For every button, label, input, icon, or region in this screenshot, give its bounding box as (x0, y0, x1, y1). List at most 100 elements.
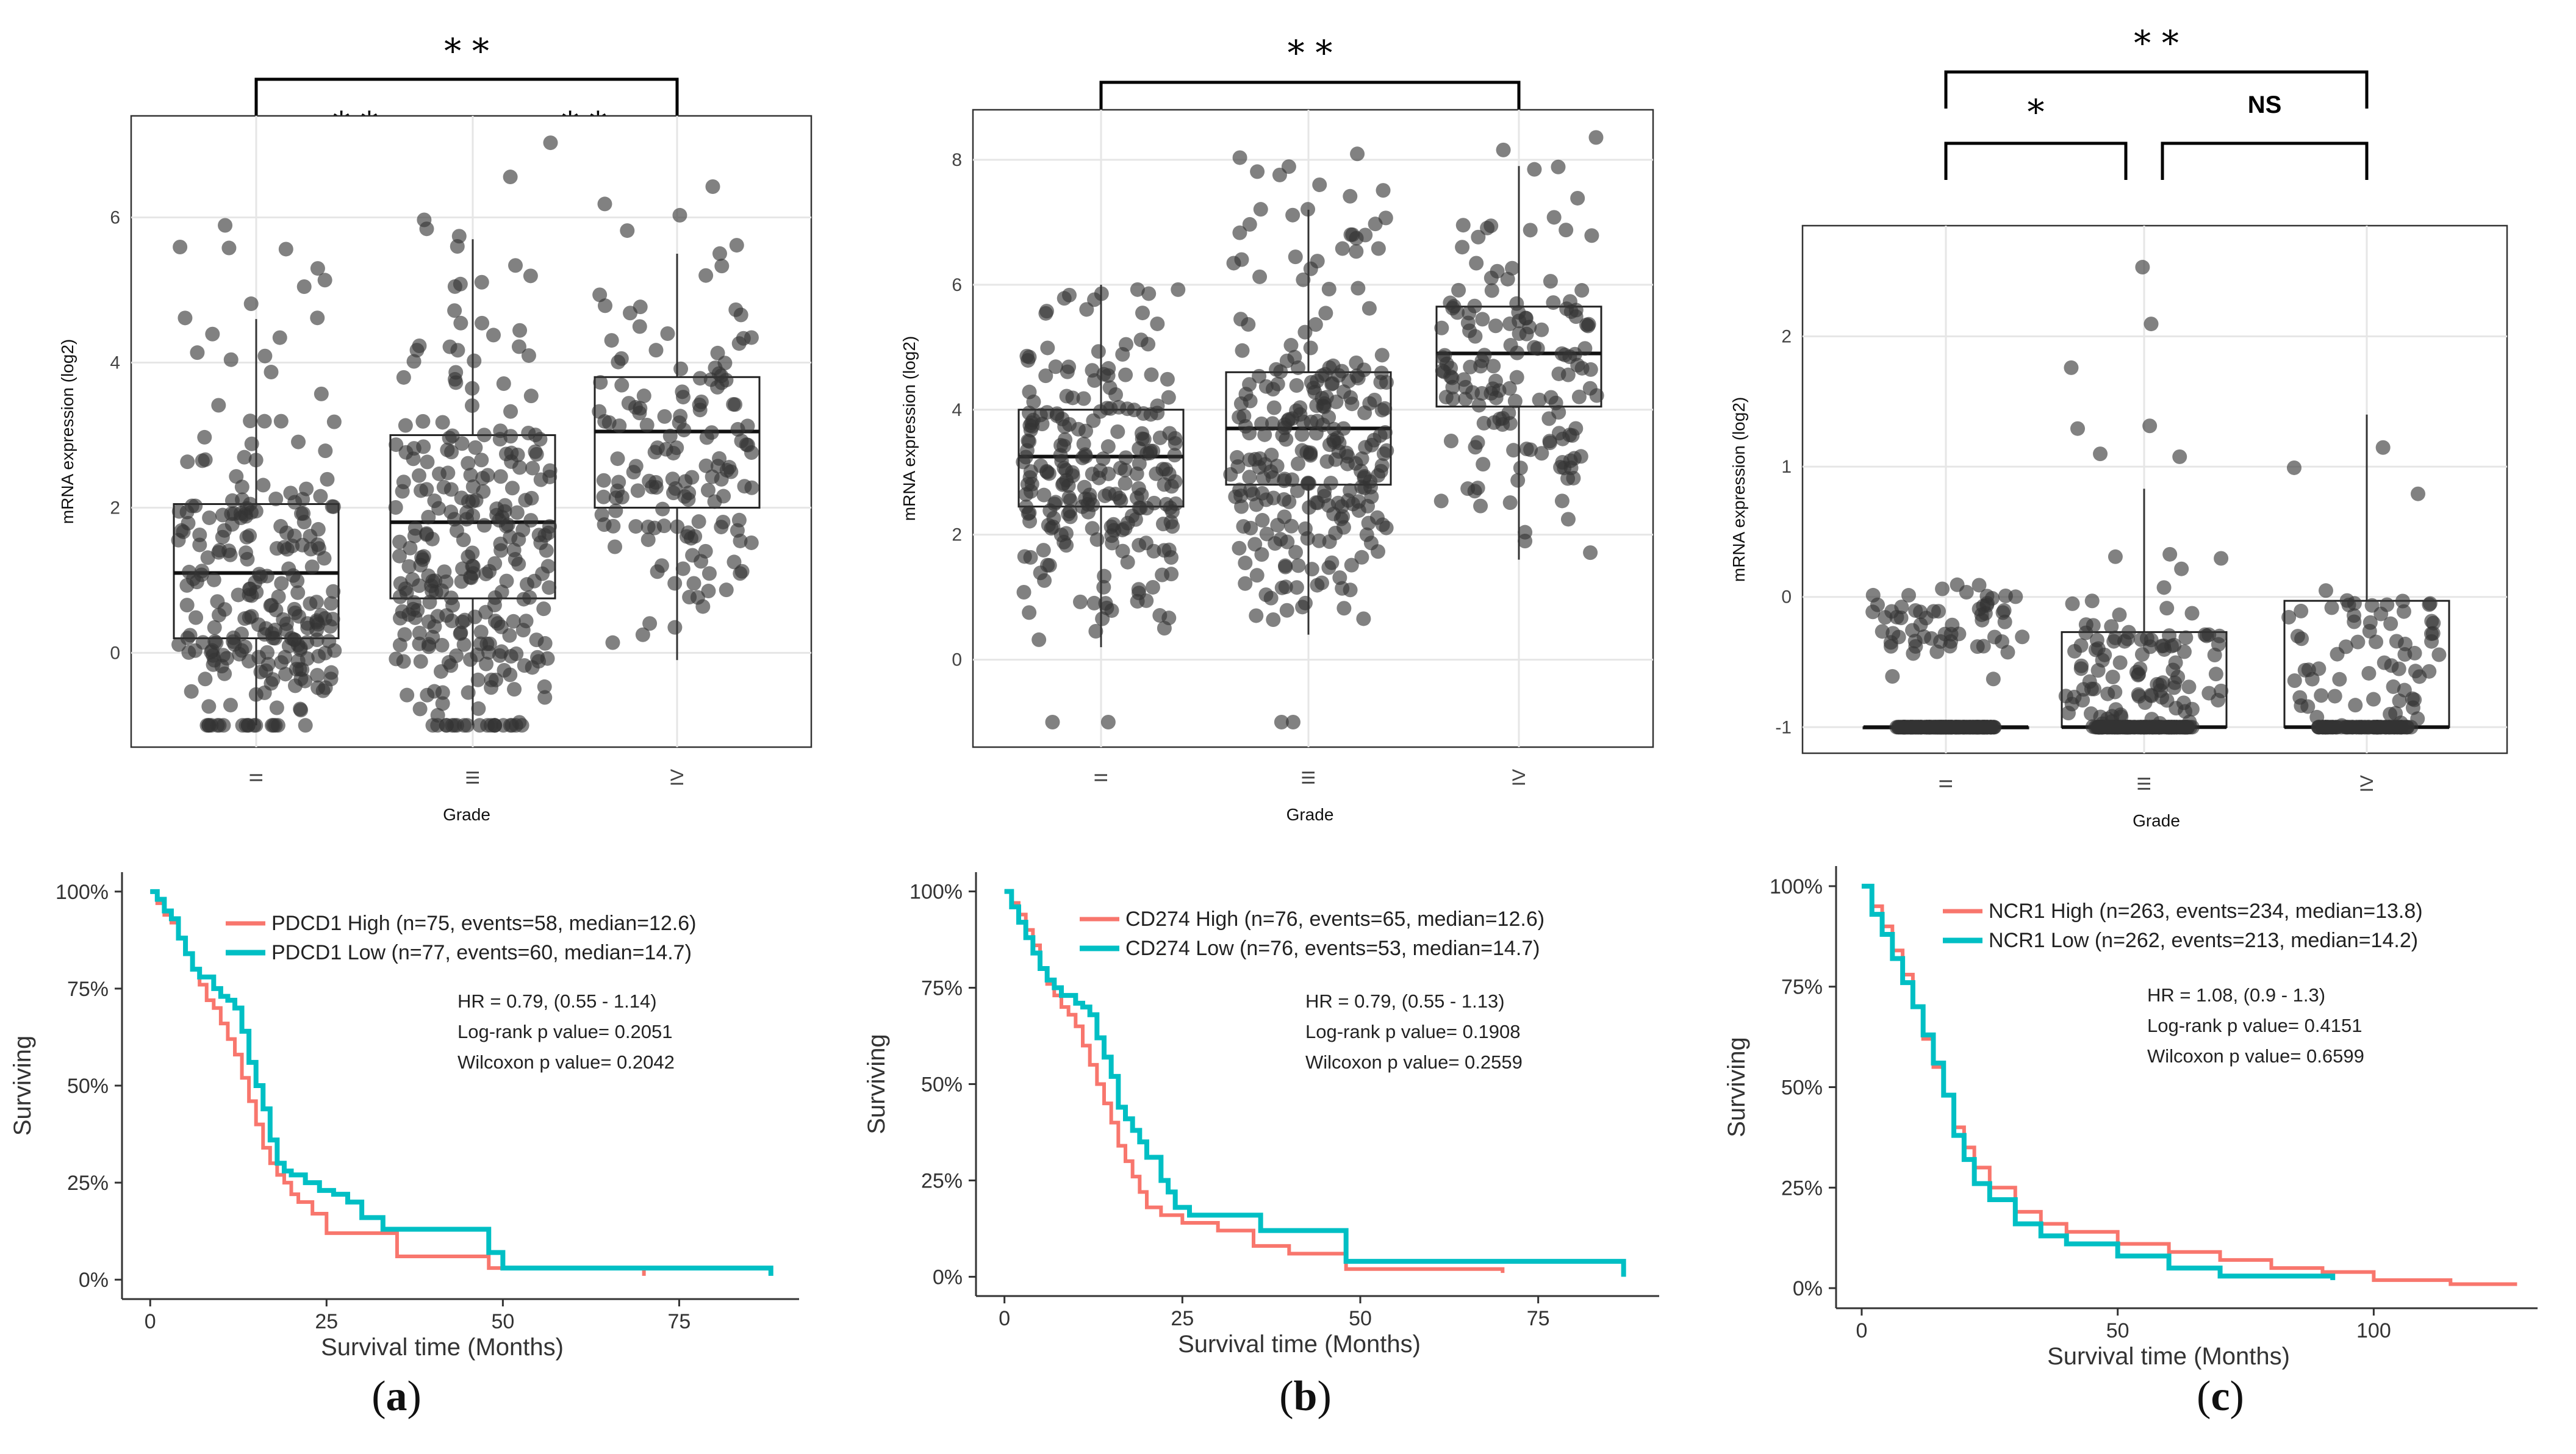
data-point (487, 598, 502, 613)
data-point (1503, 338, 1518, 353)
data-point (639, 418, 655, 433)
data-point (205, 326, 220, 342)
data-point (1057, 291, 1072, 306)
data-point (473, 625, 489, 640)
data-point (178, 310, 193, 326)
data-point (523, 268, 538, 284)
data-point (171, 504, 187, 519)
data-point (1322, 360, 1337, 375)
data-point (1376, 446, 1391, 461)
data-point (1924, 631, 1939, 646)
data-point (529, 446, 544, 462)
data-point (317, 273, 332, 288)
data-point (1502, 381, 1517, 396)
data-point (318, 443, 333, 459)
data-point (1255, 513, 1270, 528)
data-point (194, 567, 209, 582)
km-y-tick-label: 50% (921, 1073, 963, 1097)
data-point (2064, 697, 2079, 712)
data-point (1087, 292, 1102, 307)
data-point (1282, 494, 1297, 509)
data-point (1351, 281, 1366, 296)
data-point (740, 418, 755, 434)
data-point (461, 685, 476, 700)
data-point (1507, 393, 1523, 409)
data-point (2065, 596, 2080, 611)
km-y-tick-label: 100% (909, 881, 963, 904)
data-point (694, 554, 709, 569)
data-point (295, 492, 310, 507)
km-curve-low (150, 889, 773, 1276)
data-point (1135, 306, 1150, 321)
data-point (2159, 693, 2175, 708)
data-point (1041, 518, 1056, 533)
legend-label-high: CD274 High (n=76, events=65, median=12.6… (1125, 908, 1545, 931)
data-point (1242, 470, 1257, 485)
data-point (1462, 323, 1477, 338)
data-point (1256, 471, 1271, 486)
data-point (592, 287, 608, 303)
data-point (392, 548, 407, 564)
data-point (1546, 295, 1561, 310)
data-point (476, 484, 491, 499)
legend-label-low: CD274 Low (n=76, events=53, median=14.7) (1125, 937, 1540, 960)
data-point (239, 529, 254, 545)
data-point-floor (425, 718, 440, 733)
data-point (521, 425, 536, 440)
data-point (1316, 399, 1332, 415)
data-point (463, 467, 478, 482)
data-point (313, 489, 328, 504)
data-point (1573, 449, 1588, 464)
data-point (1076, 391, 1091, 406)
data-point (596, 489, 611, 504)
km-stat-annotation: Log-rank p value= 0.1908 (1305, 1021, 1520, 1042)
data-point (1335, 241, 1350, 256)
data-point (2201, 686, 2217, 701)
data-point (1118, 476, 1133, 491)
data-point (188, 498, 203, 514)
data-point (435, 696, 450, 711)
data-point (508, 258, 523, 273)
data-point (1364, 489, 1379, 504)
data-point (243, 296, 259, 312)
data-point (1551, 405, 1566, 420)
data-point (1278, 559, 1293, 575)
data-point (206, 657, 221, 672)
data-point (274, 576, 289, 591)
data-point (1232, 150, 1247, 165)
data-point (537, 679, 552, 694)
data-point (1901, 588, 1917, 603)
data-point (489, 507, 504, 523)
data-point (440, 465, 456, 481)
data-point (2294, 603, 2309, 618)
data-point (1505, 260, 1520, 276)
data-point (454, 436, 470, 451)
km-y-tick-label: 100% (1770, 875, 1823, 898)
data-point (526, 573, 542, 589)
data-point (1563, 304, 1579, 319)
data-point (1349, 368, 1365, 384)
data-point (504, 454, 519, 469)
data-point (461, 550, 476, 565)
data-point (478, 567, 493, 582)
data-point (287, 601, 302, 617)
data-point (1870, 597, 1885, 612)
data-point (536, 601, 551, 617)
data-point (1301, 202, 1316, 217)
data-point (492, 432, 508, 447)
data-point (1502, 416, 1518, 431)
data-point (686, 576, 701, 591)
data-point (542, 580, 557, 595)
significance-label: * (2028, 93, 2045, 132)
data-point (1291, 558, 1306, 573)
data-point (1308, 317, 1323, 332)
data-point (1343, 483, 1358, 498)
data-point (443, 504, 459, 520)
data-point (2383, 616, 2398, 631)
data-point (2108, 702, 2123, 717)
data-point (223, 352, 239, 367)
data-point (1038, 368, 1053, 384)
x-tick-label: II (1936, 779, 1956, 789)
data-point (465, 381, 480, 396)
data-point (497, 662, 512, 678)
